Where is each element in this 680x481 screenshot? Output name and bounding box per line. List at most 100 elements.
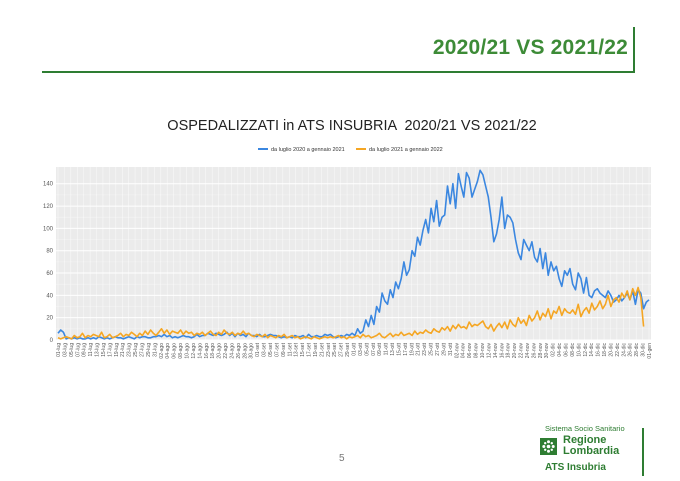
- x-tick-label: 25-lug: [133, 343, 139, 357]
- x-tick-label: 30-nov: [544, 343, 550, 359]
- x-tick-label: 27-lug: [140, 343, 146, 357]
- x-tick-label: 27-set: [339, 342, 345, 357]
- x-tick-label: 02-ago: [159, 343, 165, 359]
- series-line-1: [57, 169, 650, 340]
- x-tick-label: 05-lug: [69, 343, 75, 357]
- x-tick-label: 10-ago: [184, 343, 190, 359]
- x-tick-label: 06-ago: [172, 343, 178, 359]
- x-tick-label: 16-ago: [204, 343, 210, 359]
- x-axis: 01-lug 03-lug 05-lug 07-lug 09-lug 11-lug 13-l…: [56, 342, 653, 358]
- x-tick-label: 24-nov: [525, 343, 531, 359]
- x-tick-label: 20-dic: [608, 343, 614, 357]
- x-tick-label: 04-dic: [557, 343, 563, 357]
- x-tick-label: 13-lug: [95, 343, 101, 357]
- x-tick-label: 29-ott: [441, 342, 447, 355]
- x-tick-label: 23-set: [326, 342, 332, 357]
- header-vertical-rule: [633, 27, 635, 73]
- x-tick-label: 13-ott: [390, 342, 396, 355]
- y-tick-label: 80: [46, 249, 53, 255]
- x-tick-label: 02-nov: [454, 343, 460, 359]
- x-tick-label: 27-ott: [435, 342, 441, 355]
- x-tick-label: 28-nov: [538, 343, 544, 359]
- x-tick-label: 26-ago: [236, 343, 242, 359]
- series-line-2: [57, 286, 645, 340]
- header-rule: [42, 71, 634, 73]
- x-tick-label: 31-lug: [152, 343, 158, 357]
- logo-agency: ATS Insubria: [545, 462, 606, 473]
- x-tick-label: 21-set: [319, 342, 325, 357]
- logo-region-line1: Regione: [563, 434, 607, 446]
- x-tick-label: 04-ago: [165, 343, 171, 359]
- x-tick-label: 07-lug: [75, 343, 81, 357]
- logo-tagline: Sistema Socio Sanitario: [545, 424, 625, 433]
- y-tick-label: 60: [46, 271, 53, 277]
- x-tick-label: 10-dic: [576, 343, 582, 357]
- x-tick-label: 19-set: [313, 342, 319, 357]
- x-tick-label: 26-nov: [531, 343, 537, 359]
- x-tick-label: 17-set: [307, 342, 313, 357]
- x-tick-label: 25-ott: [429, 342, 435, 355]
- lombardia-rose-icon: [540, 438, 557, 455]
- x-tick-label: 07-set: [274, 342, 280, 357]
- y-tick-label: 20: [46, 316, 53, 322]
- x-tick-label: 29-set: [345, 342, 351, 357]
- x-tick-label: 05-set: [268, 342, 274, 357]
- x-tick-label: 21-lug: [120, 343, 126, 357]
- x-tick-label: 14-ago: [197, 343, 203, 359]
- x-tick-label: 28-ago: [242, 343, 248, 359]
- x-tick-label: 08-ago: [178, 343, 184, 359]
- x-tick-label: 01-ott: [352, 342, 358, 355]
- x-tick-label: 15-ott: [396, 342, 402, 355]
- x-tick-label: 24-dic: [621, 343, 627, 357]
- x-tick-label: 18-ago: [210, 343, 216, 359]
- x-tick-label: 04-nov: [461, 343, 467, 359]
- x-tick-label: 30-ago: [249, 343, 255, 359]
- x-tick-label: 11-ott: [384, 342, 390, 355]
- x-tick-label: 18-nov: [506, 343, 512, 359]
- x-tick-label: 01-set: [255, 342, 261, 357]
- y-tick-label: 140: [43, 182, 54, 188]
- y-tick-label: 100: [43, 226, 54, 232]
- page-number: 5: [339, 453, 345, 464]
- x-tick-label: 12-nov: [486, 343, 492, 359]
- x-tick-label: 26-dic: [628, 343, 634, 357]
- x-tick-label: 23-ott: [422, 342, 428, 355]
- x-tick-label: 17-ott: [403, 342, 409, 355]
- x-tick-label: 31-ott: [448, 342, 454, 355]
- x-tick-label: 23-lug: [127, 343, 133, 357]
- chart-title: OSPEDALIZZATI in ATS INSUBRIA 2020/21 VS…: [167, 118, 536, 134]
- legend-label: da luglio 2021 a gennaio 2022: [369, 147, 443, 153]
- x-tick-label: 01-lug: [56, 343, 62, 357]
- x-tick-label: 03-lug: [62, 343, 68, 357]
- y-tick-label: 120: [43, 204, 54, 210]
- x-tick-label: 22-nov: [519, 343, 525, 359]
- x-tick-label: 09-set: [281, 342, 287, 357]
- x-tick-label: 07-ott: [371, 342, 377, 355]
- x-tick-label: 10-nov: [480, 343, 486, 359]
- x-tick-label: 11-lug: [88, 343, 94, 357]
- logo-divider: [642, 428, 644, 476]
- series-lines: [57, 169, 650, 340]
- x-tick-label: 11-set: [287, 342, 293, 356]
- x-tick-label: 09-lug: [82, 343, 88, 357]
- x-tick-label: 05-ott: [364, 342, 370, 355]
- x-tick-label: 08-dic: [570, 343, 576, 357]
- x-tick-label: 14-nov: [493, 343, 499, 359]
- x-tick-label: 02-dic: [551, 343, 557, 357]
- x-tick-label: 16-nov: [499, 343, 505, 359]
- x-tick-label: 28-dic: [634, 343, 640, 357]
- x-tick-label: 20-nov: [512, 343, 518, 359]
- x-tick-label: 12-ago: [191, 343, 197, 359]
- x-tick-label: 19-lug: [114, 343, 120, 357]
- legend-label: da luglio 2020 a gennaio 2021: [271, 147, 345, 153]
- chart-legend: da luglio 2020 a gennaio 2021 da luglio 2…: [258, 147, 443, 153]
- x-tick-label: 03-set: [262, 342, 268, 357]
- x-tick-label: 16-dic: [596, 343, 602, 357]
- logo-region-name: Regione Lombardia: [563, 435, 619, 457]
- x-tick-label: 13-set: [294, 342, 300, 357]
- regione-lombardia-logo: Sistema Socio Sanitario Regione Lombardi…: [538, 424, 648, 476]
- x-tick-label: 17-lug: [107, 343, 113, 357]
- x-tick-label: 25-set: [332, 342, 338, 357]
- x-tick-label: 09-ott: [377, 342, 383, 355]
